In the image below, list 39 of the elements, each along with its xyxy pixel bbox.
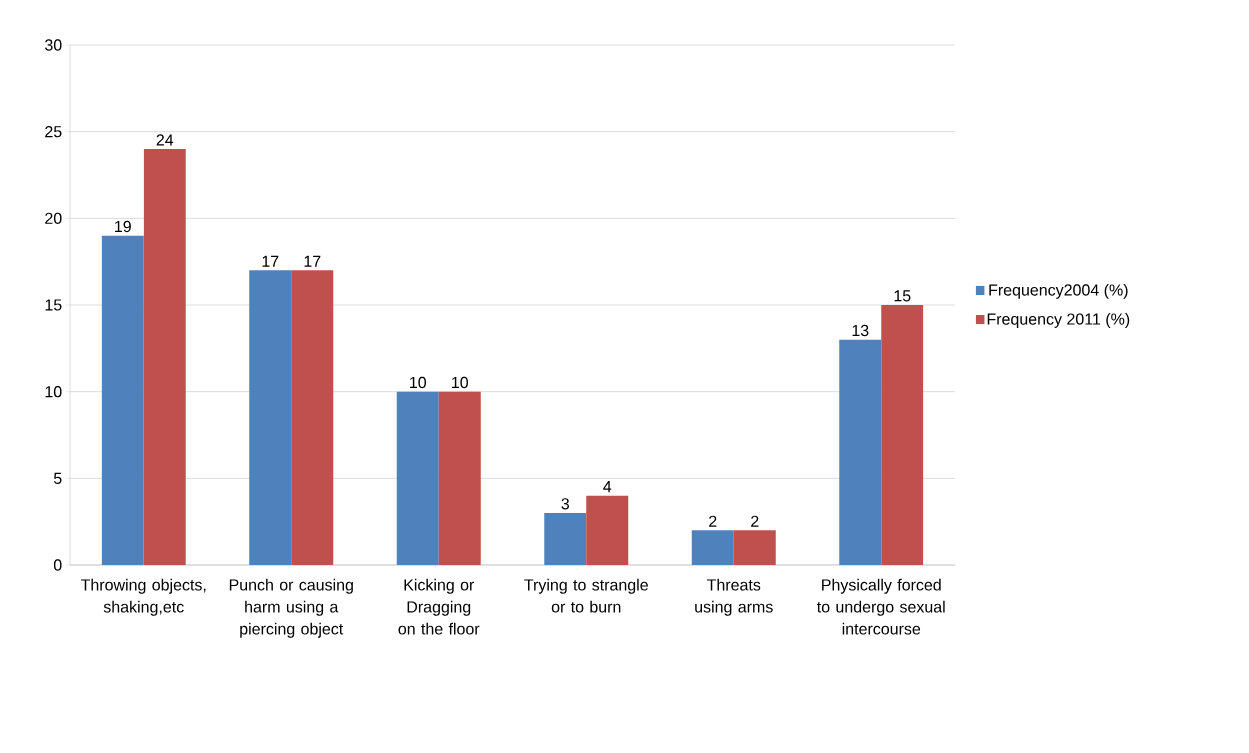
bar bbox=[881, 305, 924, 565]
data-label: 15 bbox=[894, 290, 911, 302]
x-tick-label: Kicking or Dragging on the floor bbox=[398, 578, 480, 635]
data-label: 10 bbox=[410, 376, 427, 389]
x-tick-label: Physically forced to undergo sexual intercourse bbox=[817, 578, 945, 635]
bar bbox=[839, 339, 882, 565]
y-tick-label: 5 bbox=[53, 472, 62, 484]
bar bbox=[544, 513, 587, 565]
data-label: 10 bbox=[452, 376, 469, 389]
data-label: 17 bbox=[262, 255, 279, 267]
legend-label: Frequency 2011 (%) bbox=[987, 313, 1130, 328]
data-label: 13 bbox=[852, 324, 869, 337]
x-tick-label: Threats using arms bbox=[695, 578, 773, 616]
y-tick-label: 25 bbox=[45, 126, 62, 138]
bar bbox=[691, 530, 734, 565]
x-tick-label: Throwing objects, shaking,etc bbox=[80, 578, 206, 616]
bar bbox=[586, 495, 629, 565]
bar bbox=[101, 235, 144, 565]
bar bbox=[143, 149, 186, 565]
data-label: 2 bbox=[751, 515, 759, 527]
x-tick-label: Trying to strangle or to burn bbox=[524, 578, 648, 613]
y-tick-label: 30 bbox=[45, 39, 62, 51]
data-label: 24 bbox=[156, 134, 174, 146]
x-tick-label: Punch or causing harm using a piercing object bbox=[229, 578, 353, 638]
data-label: 4 bbox=[603, 481, 612, 493]
data-label: 17 bbox=[304, 255, 321, 267]
data-label: 19 bbox=[115, 220, 131, 233]
bar bbox=[249, 270, 292, 565]
bar bbox=[291, 270, 334, 565]
y-tick-label: 15 bbox=[45, 299, 62, 311]
legend-label: Frequency2004 (%) bbox=[989, 283, 1128, 299]
bar bbox=[396, 391, 439, 565]
data-label: 2 bbox=[709, 515, 717, 527]
y-tick-label: 20 bbox=[45, 212, 62, 224]
bar bbox=[438, 391, 481, 565]
data-label: 3 bbox=[561, 498, 569, 510]
y-tick-label: 0 bbox=[53, 559, 62, 571]
y-tick-label: 10 bbox=[45, 386, 62, 398]
bar bbox=[733, 530, 776, 565]
